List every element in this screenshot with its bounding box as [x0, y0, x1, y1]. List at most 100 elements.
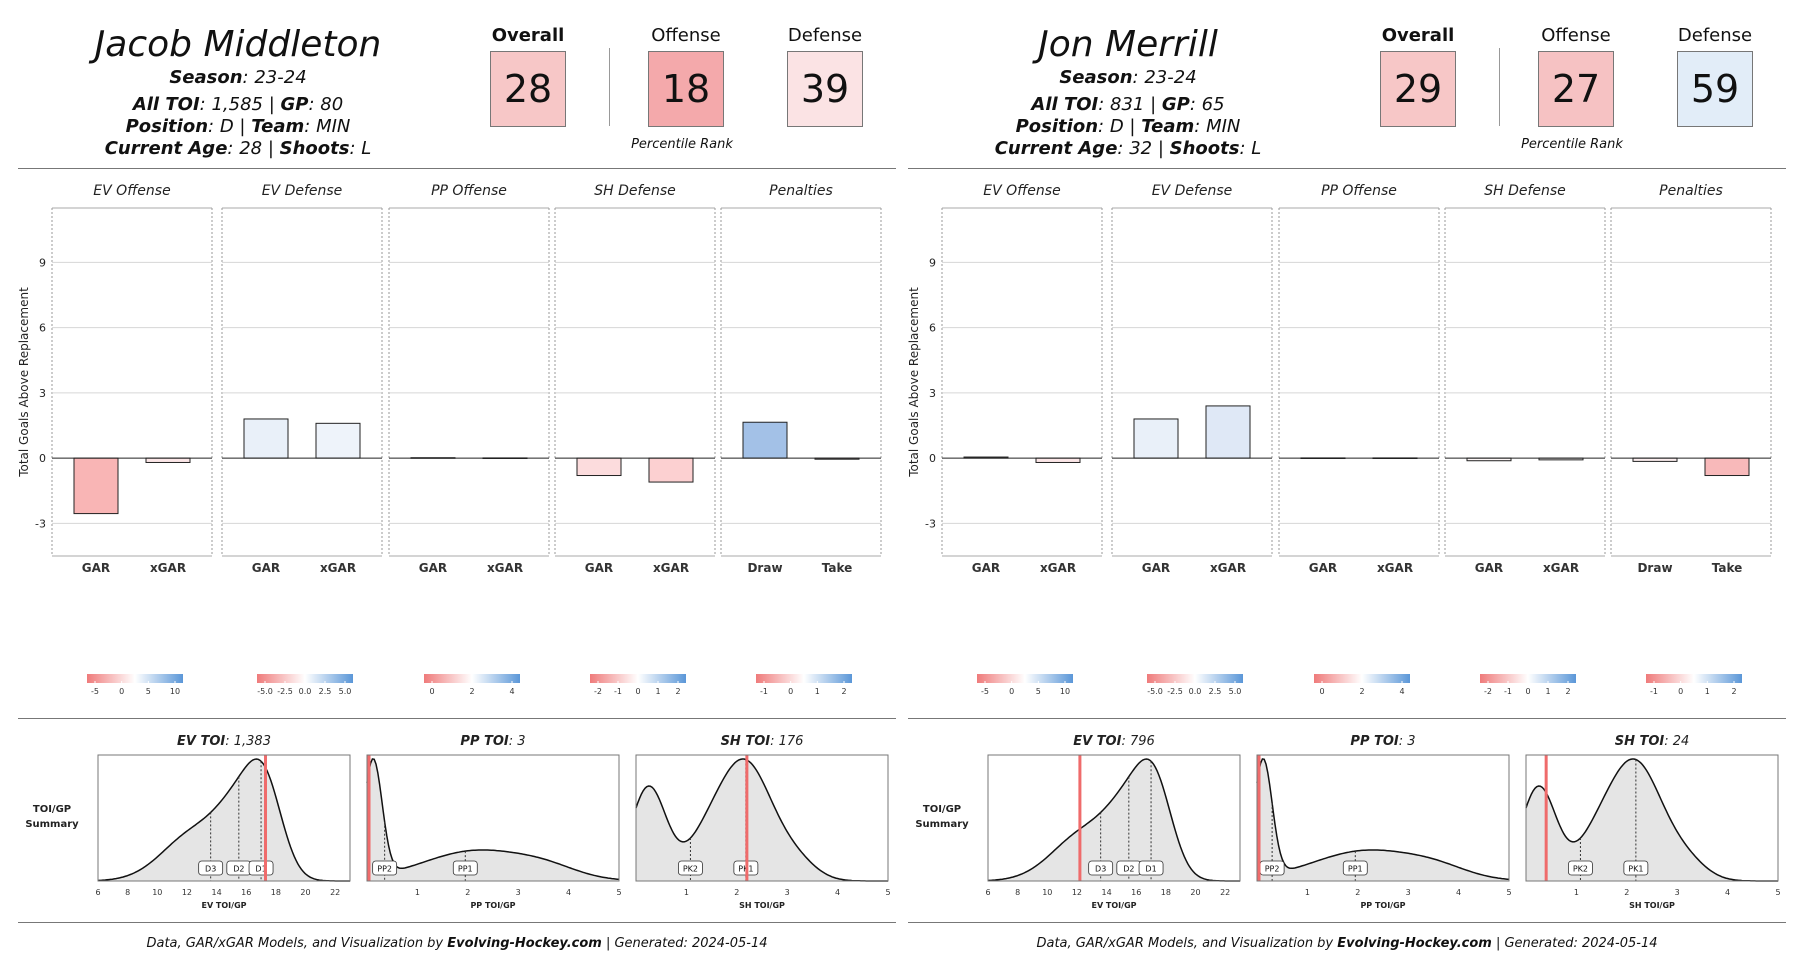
legend-colorbar — [1646, 674, 1742, 683]
legend-tick: 5 — [1036, 687, 1041, 696]
legend-tick: 1 — [1545, 687, 1550, 696]
defense-rank-value: 59 — [1677, 51, 1753, 127]
x-tick-label: 5 — [1506, 888, 1511, 897]
facet-title: EV Defense — [1152, 183, 1233, 199]
facet-title: PP Offense — [431, 183, 507, 199]
facet-title: EV Offense — [93, 183, 170, 199]
y-tick-label: 9 — [929, 256, 936, 269]
toi-plot-frame — [1256, 754, 1510, 882]
x-tick-label: 6 — [95, 888, 100, 897]
age-shoots-line: Current Age: 32 | Shoots: L — [994, 138, 1262, 159]
age-shoots-line: Current Age: 28 | Shoots: L — [104, 138, 372, 159]
legend-tick: -2.5 — [277, 687, 293, 696]
x-tick-label: GAR — [1142, 561, 1170, 575]
x-tick-label: Take — [822, 561, 853, 575]
x-tick-label: 4 — [566, 888, 571, 897]
toi-plot-ev: EV TOI: 1,383 D3 D2 D1 6 8 10 12 14 16 18 20 22 EV TO… — [95, 734, 351, 910]
legend-colorbar — [590, 674, 686, 683]
toi-plot-frame — [1525, 754, 1779, 882]
facet-title: PP Offense — [1321, 183, 1397, 199]
marker-label: PP1 — [1348, 865, 1363, 874]
legend-tick: -2 — [1484, 687, 1492, 696]
legend-tick: 5.0 — [1229, 687, 1242, 696]
toi-summary-label: Summary — [915, 819, 969, 830]
toi-plot-frame — [366, 754, 620, 882]
gar-bar-chart: Total Goals Above Replacement -3 0 3 6 9 EV Of… — [17, 183, 882, 696]
legend-colorbar — [87, 674, 183, 683]
facet-penalties: Penalties Draw Take -1 0 1 2 — [720, 183, 882, 696]
x-tick-label: 6 — [985, 888, 990, 897]
legend-tick: -1 — [1650, 687, 1658, 696]
legend-tick: 2.5 — [1209, 687, 1222, 696]
legend-tick: 0 — [788, 687, 793, 696]
y-tick-label: -3 — [35, 517, 46, 530]
y-tick-label: 3 — [929, 387, 936, 400]
facet-sh-defense: SH Defense GAR xGAR -2 -1 0 1 2 — [1444, 183, 1606, 696]
legend-colorbar — [1147, 674, 1243, 683]
percentile-rank-note: Percentile Rank — [631, 137, 733, 152]
legend-tick: -5.0 — [257, 687, 273, 696]
facet-title: Penalties — [1659, 183, 1723, 199]
toi-plot-ev: EV TOI: 796 D3 D2 D1 6 8 10 12 14 16 18 20 22 EV TOI/… — [985, 734, 1241, 910]
x-tick-label: 1 — [1574, 888, 1579, 897]
y-tick-label: 6 — [39, 322, 46, 335]
x-tick-label: 5 — [1775, 888, 1780, 897]
toi-gp-line: All TOI: 831 | GP: 65 — [1031, 94, 1225, 115]
legend-tick: 0 — [635, 687, 640, 696]
facet-title: SH Defense — [594, 183, 676, 199]
y-tick-label: 6 — [929, 322, 936, 335]
y-tick-label: 3 — [39, 387, 46, 400]
legend-tick: 0.0 — [1189, 687, 1202, 696]
facet-pp-offense: PP Offense GAR xGAR 0 2 4 — [388, 183, 550, 696]
x-tick-label: Take — [1712, 561, 1743, 575]
toi-plot-pp: PP TOI: 3 PP2 PP1 1 2 3 4 5 PP TOI/GP — [366, 734, 622, 910]
offense-rank-value: 27 — [1538, 51, 1614, 127]
player-panel-2: Jon Merrill Season: 23-24 All TOI: 831 |… — [890, 0, 1786, 959]
overall-rank-value: 29 — [1380, 51, 1456, 127]
toi-title: SH TOI: 24 — [1615, 734, 1690, 749]
legend-tick: 2 — [1565, 687, 1570, 696]
toi-summary-label: TOI/GP — [33, 804, 71, 815]
x-tick-label: GAR — [252, 561, 280, 575]
x-tick-label: xGAR — [1210, 561, 1246, 575]
legend-tick: 10 — [170, 687, 180, 696]
defense-rank-value: 39 — [787, 51, 863, 127]
defense-rank: Defense 39 — [775, 25, 875, 127]
x-tick-label: Draw — [747, 561, 782, 575]
density-area — [98, 759, 350, 881]
x-tick-label: 1 — [415, 888, 420, 897]
bar-gar — [73, 457, 119, 515]
legend-tick: 2 — [469, 687, 474, 696]
x-tick-label: GAR — [1475, 561, 1503, 575]
facet-ev-offense: EV Offense GAR xGAR -5 0 5 10 — [941, 183, 1103, 696]
footer: Data, GAR/xGAR Models, and Visualization… — [146, 936, 768, 951]
bar-xgar — [315, 422, 361, 459]
density-area — [367, 759, 619, 881]
player-header: Jon Merrill Season: 23-24 All TOI: 831 |… — [890, 0, 1780, 168]
facet-sh-defense: SH Defense GAR xGAR -2 -1 0 1 2 — [554, 183, 716, 696]
x-tick-label: 20 — [1190, 888, 1200, 897]
density-line — [1256, 758, 1510, 881]
toi-plot-frame — [97, 754, 351, 882]
offense-rank-value: 18 — [648, 51, 724, 127]
x-tick-label: 2 — [1624, 888, 1629, 897]
x-tick-label: GAR — [419, 561, 447, 575]
x-axis-label: EV TOI/GP — [1091, 901, 1136, 910]
x-axis-label: PP TOI/GP — [1360, 901, 1405, 910]
player-panel-1: Jacob Middleton Season: 23-24 All TOI: 1… — [0, 0, 896, 959]
legend-tick: -5.0 — [1147, 687, 1163, 696]
density-area — [1526, 759, 1778, 881]
x-tick-label: 3 — [785, 888, 790, 897]
x-tick-label: 5 — [616, 888, 621, 897]
x-tick-label: 22 — [330, 888, 340, 897]
x-axis-label: EV TOI/GP — [201, 901, 246, 910]
facet-title: SH Defense — [1484, 183, 1566, 199]
x-tick-label: xGAR — [1040, 561, 1076, 575]
density-line — [366, 758, 620, 881]
legend-tick: 1 — [655, 687, 660, 696]
marker-badge — [248, 860, 274, 876]
x-tick-label: 1 — [1305, 888, 1310, 897]
x-tick-label: 1 — [684, 888, 689, 897]
x-tick-label: 4 — [1456, 888, 1461, 897]
x-tick-label: 14 — [1101, 888, 1111, 897]
